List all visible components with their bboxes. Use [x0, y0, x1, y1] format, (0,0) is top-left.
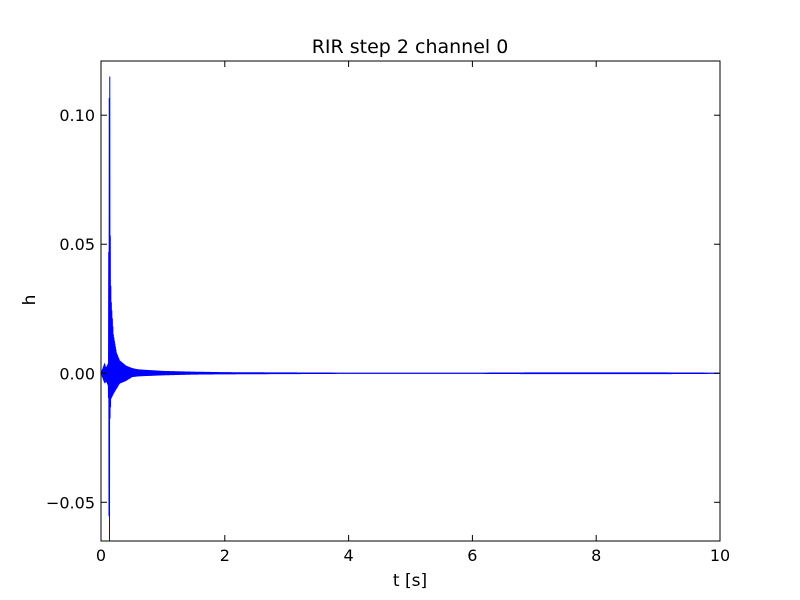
plot-frame: [100, 60, 721, 542]
x-tick-label: 2: [220, 546, 230, 565]
x-tick-label: 0: [96, 546, 106, 565]
x-axis-label: t [s]: [393, 571, 427, 591]
rir-signal-line: [101, 76, 720, 541]
y-axis-ticks: −0.05 0.00 0.05 0.10: [46, 106, 720, 512]
y-tick-label: −0.05: [46, 493, 95, 512]
y-axis-label: h: [20, 295, 40, 306]
x-axis-ticks: 0 2 4 6 8 10: [96, 61, 730, 565]
plot-area: [100, 60, 721, 542]
y-tick-label: 0.10: [59, 106, 95, 125]
x-tick-label: 8: [591, 546, 601, 565]
x-tick-label: 6: [467, 546, 477, 565]
x-tick-label: 10: [710, 546, 730, 565]
chart-title: RIR step 2 channel 0: [312, 36, 509, 58]
y-tick-label: 0.00: [59, 364, 95, 383]
x-tick-label: 4: [344, 546, 354, 565]
y-tick-label: 0.05: [59, 235, 95, 254]
